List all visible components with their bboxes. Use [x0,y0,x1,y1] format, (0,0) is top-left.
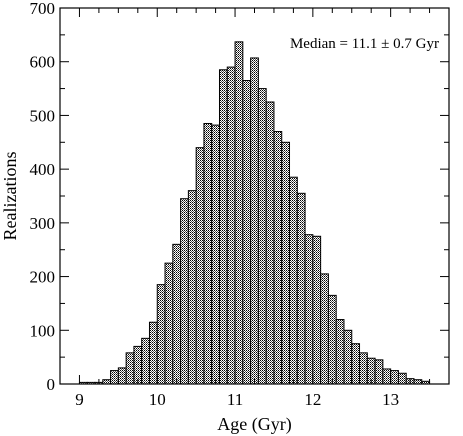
histogram-bar [180,198,189,385]
histogram-bar [296,192,306,385]
histogram-bar [218,69,228,385]
histogram-bar [273,131,283,385]
x-tick-label: 9 [75,390,84,409]
x-tick-label: 10 [149,390,166,409]
histogram-bar [226,66,236,385]
y-tick-label: 400 [30,160,56,179]
y-axis-label: Realizations [0,152,20,241]
x-tick-label: 12 [304,390,321,409]
histogram-bar [133,345,143,385]
histogram-bar [234,41,244,385]
histogram-bar [187,190,197,385]
histogram-bar [125,352,135,385]
histogram-bar [327,294,337,385]
histogram-bar [117,367,127,385]
histogram-bar [413,379,423,385]
histogram-bar [148,321,158,385]
y-tick-label: 600 [30,53,56,72]
histogram-bar [382,368,392,385]
histogram-bar [359,352,368,385]
histogram-bar [156,284,166,385]
y-tick-label: 500 [30,106,56,125]
histogram-bar [397,372,407,385]
histogram-bar [289,176,298,385]
histogram-bar [304,234,314,385]
histogram-bar [250,57,259,385]
median-annotation: Median = 11.1 ± 0.7 Gyr [290,36,439,52]
histogram-bar [374,359,384,385]
histogram-bar [110,370,119,385]
histogram-bar [343,329,353,385]
histogram-bar [164,262,174,385]
histogram-bar [141,337,150,385]
histogram-bar [203,122,213,385]
histogram-bar [312,235,322,385]
y-tick-label: 100 [30,321,56,340]
y-axis-ticks: 0 100 200 300 400 500 600 700 [30,0,449,394]
histogram-bar [242,80,252,385]
x-axis-ticks: 9 10 11 12 13 [59,8,450,409]
y-tick-label: 300 [30,214,56,233]
histogram-bar [102,379,112,385]
histogram-bar [281,141,291,385]
histogram-bar [172,243,182,385]
histogram-bar [335,319,345,385]
x-tick-label: 11 [227,390,243,409]
x-axis-label: Age (Gyr) [217,414,291,435]
y-tick-label: 200 [30,268,56,287]
histogram-bar [320,273,329,385]
histogram-bar [195,147,205,385]
histogram-bar [265,101,275,385]
y-tick-label: 0 [47,375,56,394]
histogram-bars [78,41,431,385]
histogram-bar [390,370,399,385]
y-tick-label: 700 [30,0,56,18]
x-tick-label: 13 [382,390,399,409]
histogram-bar [351,343,361,385]
histogram-bar [211,124,220,385]
histogram-bar [257,88,267,385]
